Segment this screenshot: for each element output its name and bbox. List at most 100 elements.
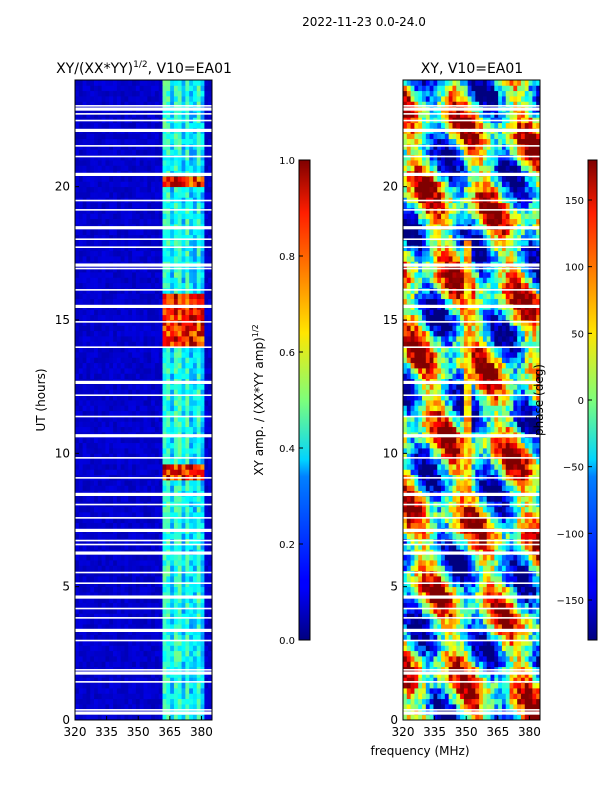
heatmap-cell	[132, 400, 137, 406]
heatmap-cell	[151, 144, 156, 150]
heatmap-cell	[204, 96, 209, 102]
heatmap-cell	[448, 634, 453, 641]
heatmap-cell	[94, 293, 99, 300]
heatmap-cell	[78, 122, 84, 129]
heatmap-cell	[105, 602, 110, 609]
heatmap-cell	[78, 144, 84, 150]
heatmap-cell	[185, 85, 190, 92]
heatmap-cell	[410, 714, 415, 720]
heatmap-cell	[143, 581, 148, 588]
heatmap-cell	[139, 453, 144, 460]
heatmap-cell	[158, 101, 163, 108]
heatmap-cell	[82, 485, 87, 492]
heatmap-cell	[200, 677, 205, 684]
heatmap-cell	[433, 672, 438, 678]
heatmap-cell	[154, 240, 160, 246]
heatmap-cell	[208, 96, 212, 102]
heatmap-cell	[135, 416, 141, 422]
heatmap-cell	[406, 661, 412, 668]
flagged-row	[75, 543, 212, 546]
heatmap-cell	[75, 464, 80, 470]
heatmap-cell	[128, 522, 133, 529]
heatmap-cell	[113, 362, 118, 369]
heatmap-cell	[82, 629, 87, 636]
heatmap-cell	[429, 661, 434, 668]
heatmap-cell	[139, 96, 144, 102]
heatmap-cell	[105, 426, 110, 433]
heatmap-cell	[124, 149, 129, 156]
heatmap-cell	[181, 133, 186, 140]
heatmap-cell	[97, 277, 103, 284]
heatmap-cell	[120, 144, 125, 150]
amplitude-colorbar-gradient	[298, 159, 311, 641]
heatmap-cell	[166, 202, 171, 209]
heatmap-cell	[208, 272, 212, 278]
heatmap-cell	[124, 240, 129, 246]
heatmap-cell	[132, 277, 137, 284]
heatmap-cell	[192, 688, 198, 694]
heatmap-cell	[109, 202, 114, 209]
heatmap-cell	[101, 554, 106, 561]
heatmap-cell	[116, 421, 122, 428]
heatmap-cell	[166, 592, 171, 598]
heatmap-cell	[147, 373, 152, 380]
heatmap-cell	[90, 640, 95, 646]
heatmap-cell	[75, 533, 80, 540]
heatmap-cell	[170, 650, 175, 657]
heatmap-cell	[113, 229, 118, 236]
heatmap-cell	[406, 656, 412, 662]
heatmap-cell	[158, 640, 163, 646]
heatmap-cell	[105, 416, 110, 422]
heatmap-cell	[181, 325, 186, 332]
heatmap-cell	[90, 357, 95, 364]
heatmap-cell	[422, 634, 427, 641]
heatmap-cell	[105, 581, 110, 588]
heatmap-cell	[185, 672, 190, 678]
heatmap-cell	[151, 282, 156, 289]
heatmap-cell	[170, 149, 175, 156]
heatmap-cell	[422, 645, 427, 652]
heatmap-cell	[101, 368, 106, 374]
heatmap-cell	[113, 522, 118, 529]
heatmap-cell	[97, 416, 103, 422]
heatmap-cell	[189, 90, 194, 97]
heatmap-cell	[181, 405, 186, 412]
heatmap-cell	[437, 661, 442, 668]
heatmap-cell	[90, 325, 95, 332]
heatmap-cell	[403, 656, 408, 662]
heatmap-cell	[82, 442, 87, 449]
heatmap-cell	[94, 608, 99, 614]
heatmap-cell	[192, 176, 198, 182]
heatmap-cell	[116, 309, 122, 316]
heatmap-cell	[143, 672, 148, 678]
heatmap-cell	[173, 85, 179, 92]
heatmap-cell	[132, 576, 137, 582]
heatmap-cell	[78, 138, 84, 145]
heatmap-cell	[105, 218, 110, 225]
heatmap-cell	[101, 320, 106, 326]
heatmap-cell	[124, 464, 129, 470]
heatmap-cell	[166, 320, 171, 326]
heatmap-cell	[82, 517, 87, 524]
heatmap-cell	[177, 133, 182, 140]
heatmap-cell	[162, 394, 167, 401]
heatmap-cell	[200, 90, 205, 97]
heatmap-cell	[170, 522, 175, 529]
heatmap-cell	[147, 133, 152, 140]
heatmap-cell	[143, 144, 148, 150]
heatmap-cell	[86, 645, 91, 652]
heatmap-cell	[97, 410, 103, 417]
heatmap-cell	[143, 688, 148, 694]
heatmap-cell	[86, 576, 91, 582]
heatmap-cell	[486, 640, 491, 646]
heatmap-cell	[177, 266, 182, 273]
heatmap-cell	[185, 485, 190, 492]
heatmap-cell	[173, 336, 179, 342]
heatmap-cell	[448, 629, 453, 636]
heatmap-cell	[124, 506, 129, 513]
heatmap-cell	[86, 245, 91, 252]
heatmap-cell	[139, 714, 144, 720]
amplitude-colorbar-label: XY amp. / (XX*YY amp)1/2	[251, 324, 266, 475]
heatmap-cell	[139, 176, 144, 182]
heatmap-cell	[147, 346, 152, 353]
